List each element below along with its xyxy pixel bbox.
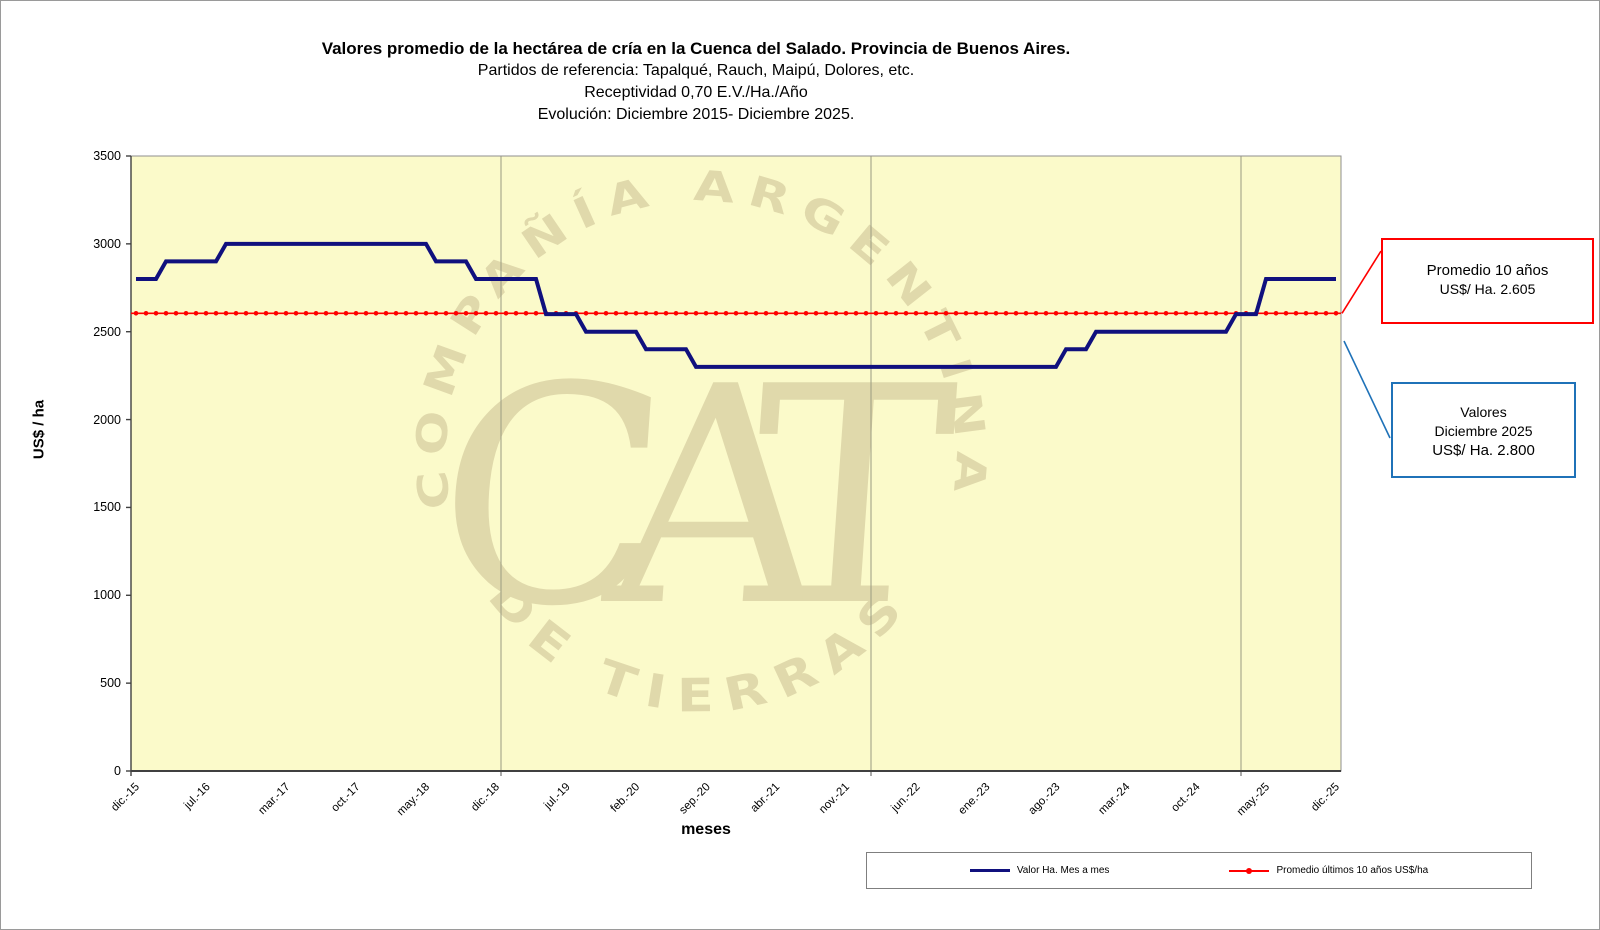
annotation-valores-line1: Valores — [1460, 404, 1507, 420]
y-tick-0: 0 — [114, 764, 121, 778]
y-tick-3500: 3500 — [93, 149, 121, 163]
annotation-valores-dic-2025: Valores Diciembre 2025 US$/ Ha. 2.800 — [1391, 382, 1576, 478]
y-tick-2500: 2500 — [93, 324, 121, 339]
y-tick-500: 500 — [100, 676, 121, 691]
annotation-promedio-line2: US$/ Ha. 2.605 — [1439, 281, 1536, 297]
vertical-gridlines — [500, 156, 1242, 776]
chart-subtitle-3: Evolución: Diciembre 2015- Diciembre 202… — [537, 106, 855, 123]
legend: Valor Ha. Mes a mes Promedio últimos 10 … — [866, 852, 1532, 889]
watermark-monogram: CAT — [426, 322, 966, 672]
legend-swatch-blue-line — [969, 869, 1010, 872]
axes — [126, 155, 1342, 776]
title-block: Valores promedio de la hectárea de cría … — [1, 37, 1391, 126]
legend-item-promedio: Promedio últimos 10 años US$/ha — [1229, 865, 1428, 876]
y-tick-1000: 1000 — [93, 588, 121, 603]
chart-title: Valores promedio de la hectárea de cría … — [321, 39, 1071, 58]
connector-promedio — [1341, 250, 1382, 314]
plot-area — [131, 156, 1341, 771]
legend-swatch-red-line — [1229, 867, 1270, 874]
chart-subtitle-2: Receptividad 0,70 E.V./Ha./Año — [584, 84, 808, 101]
average-line-promedio — [131, 310, 1341, 316]
legend-red-dot-marker — [1246, 867, 1253, 874]
annotation-valores-line2: Diciembre 2025 — [1434, 423, 1533, 439]
legend-label-valor: Valor Ha. Mes a mes — [1016, 865, 1110, 876]
chart-subtitle-1: Partidos de referencia: Tapalqué, Rauch,… — [477, 62, 915, 79]
legend-item-valor-mes-a-mes: Valor Ha. Mes a mes — [969, 865, 1110, 876]
annotation-valores-line3: US$/ Ha. 2.800 — [1432, 442, 1535, 459]
connector-valores — [1343, 340, 1391, 439]
annotation-promedio-10-anos: Promedio 10 años US$/ Ha. 2.605 — [1381, 238, 1594, 324]
x-axis-title: meses — [681, 821, 731, 838]
y-tick-3000: 3000 — [93, 236, 121, 251]
legend-label-promedio: Promedio últimos 10 años US$/ha — [1276, 865, 1429, 876]
annotation-promedio-line1: Promedio 10 años — [1426, 262, 1549, 279]
y-tick-1500: 1500 — [93, 500, 121, 515]
y-tick-2000: 2000 — [93, 412, 121, 427]
series-line-valor-mensual — [136, 241, 1336, 369]
